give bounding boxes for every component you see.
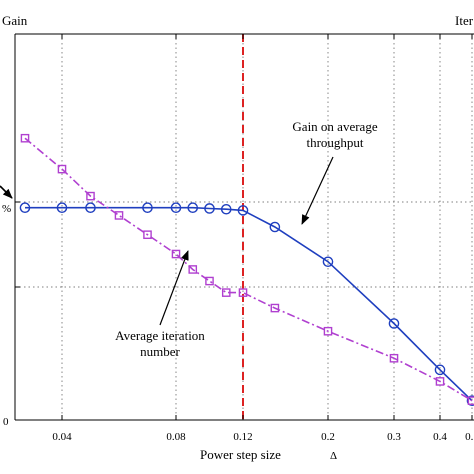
grid-lines bbox=[15, 33, 474, 420]
annotation-iter-line-0: Average iteration bbox=[115, 328, 205, 343]
series-1-point-7 bbox=[205, 276, 214, 286]
series-1-point-13 bbox=[435, 377, 445, 386]
x-axis-symbol: Δ bbox=[330, 450, 337, 462]
annotation-iter-line-1: number bbox=[140, 344, 180, 359]
x-tick-label-1: 0.08 bbox=[166, 431, 186, 443]
series-1-point-10 bbox=[270, 303, 280, 313]
x-ticks: 0.04 0.08 0.12 0.2 0.3 0.4 0.5 bbox=[15, 34, 474, 443]
series-1-point-12 bbox=[389, 353, 399, 363]
y-mid-label: % bbox=[2, 203, 11, 215]
series-1-point-1 bbox=[57, 164, 67, 174]
series-1-point-4 bbox=[143, 230, 152, 240]
series-0-point-3 bbox=[142, 202, 153, 213]
annotations: Gain on average throughput Average iterati… bbox=[0, 119, 378, 359]
annotation-gain-line-1: throughput bbox=[306, 135, 363, 150]
x-tick-label-3: 0.2 bbox=[321, 431, 335, 443]
series-1-point-9 bbox=[238, 288, 248, 297]
series-0-point-7 bbox=[220, 203, 232, 215]
y-zero-label: 0 bbox=[3, 416, 9, 428]
series-0-point-4 bbox=[170, 202, 182, 213]
series-0-point-5 bbox=[187, 202, 199, 213]
annotation-iter-arrow bbox=[159, 250, 189, 326]
series-1-point-2 bbox=[86, 191, 95, 201]
series-0-point-13 bbox=[466, 395, 474, 406]
series-line-0 bbox=[25, 206, 473, 402]
series-0-point-1 bbox=[56, 202, 68, 213]
plot-frame bbox=[14, 33, 474, 421]
series-0-point-0 bbox=[19, 202, 31, 213]
series-0-point-6 bbox=[204, 203, 215, 214]
series-1-point-14 bbox=[467, 396, 474, 406]
annotation-iter-text: Average iteration number bbox=[115, 328, 205, 359]
series-line-1 bbox=[24, 137, 473, 402]
series-0-point-8 bbox=[237, 205, 249, 216]
series-1-point-6 bbox=[188, 265, 198, 274]
right-axis-label: Iter bbox=[455, 13, 474, 28]
x-tick-label-2: 0.12 bbox=[233, 431, 252, 443]
series-1-point-0 bbox=[20, 133, 30, 143]
series-1-point-8 bbox=[221, 288, 231, 297]
annotation-gain-arrow bbox=[301, 156, 334, 225]
x-tick-label-6: 0.5 bbox=[465, 431, 474, 443]
x-tick-label-0: 0.04 bbox=[52, 431, 72, 443]
series-0-point-12 bbox=[434, 364, 446, 376]
left-edge-arrow bbox=[0, 185, 13, 199]
series-1-point-11 bbox=[323, 326, 333, 336]
series-0-point-11 bbox=[388, 318, 400, 329]
left-axis-label: Gain bbox=[2, 13, 28, 28]
series-0-point-2 bbox=[85, 202, 96, 213]
annotation-gain-line-0: Gain on average bbox=[292, 119, 377, 134]
series-1-point-3 bbox=[114, 211, 124, 220]
series-0-point-10 bbox=[322, 256, 334, 268]
series-1-point-5 bbox=[171, 249, 181, 259]
x-tick-label-4: 0.3 bbox=[387, 431, 401, 443]
series-group bbox=[19, 133, 474, 406]
x-tick-label-5: 0.4 bbox=[433, 431, 447, 443]
annotation-gain-text: Gain on average throughput bbox=[292, 119, 377, 150]
x-axis-label: Power step size bbox=[200, 447, 281, 462]
series-0-point-9 bbox=[269, 221, 281, 233]
